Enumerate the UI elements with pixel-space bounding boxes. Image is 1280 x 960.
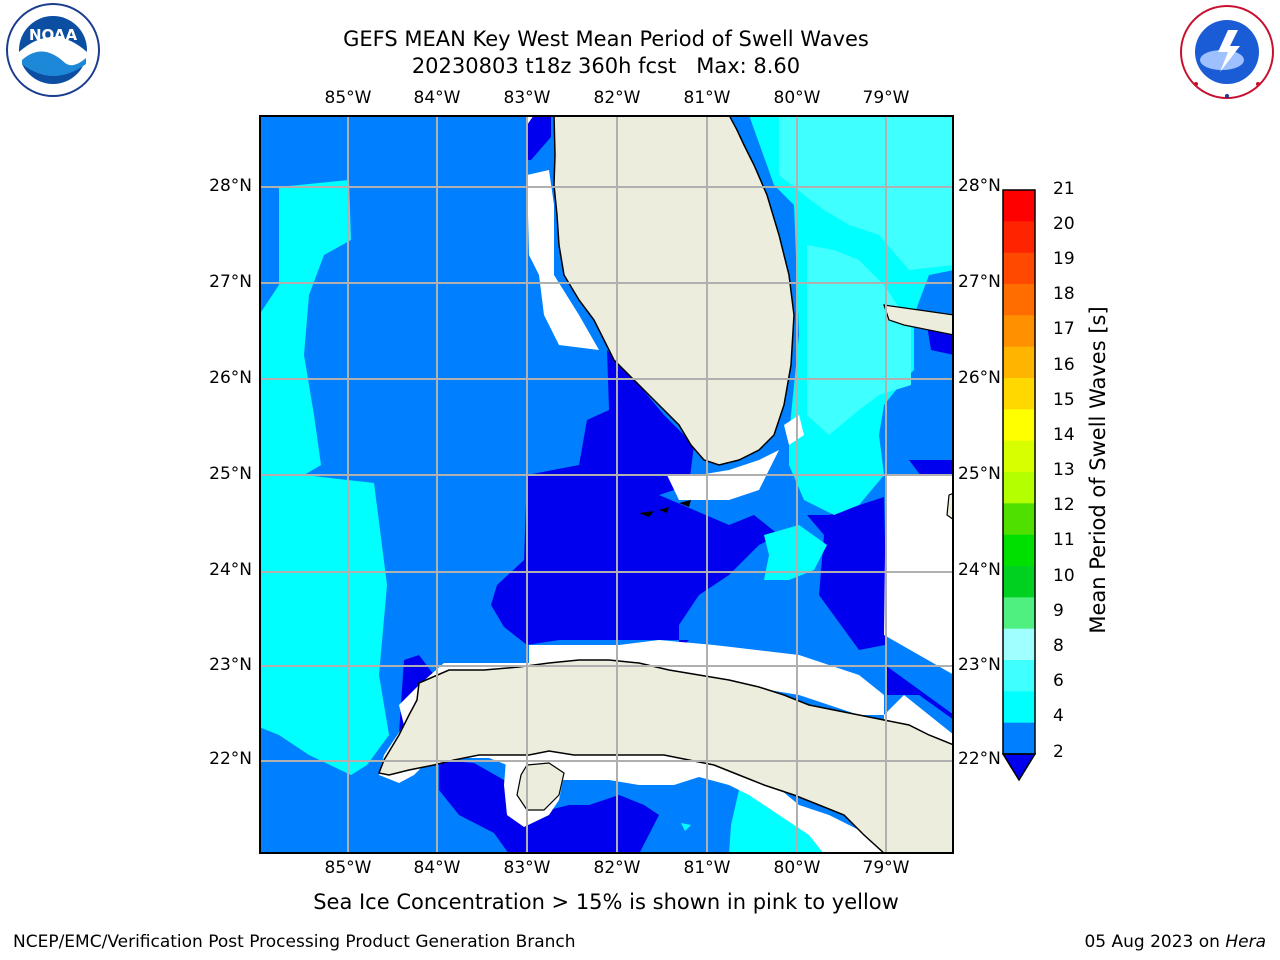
colorbar-tick: 4 bbox=[1053, 706, 1064, 726]
lon-label-bottom: 80°W bbox=[773, 858, 821, 878]
lon-label-top: 84°W bbox=[413, 88, 461, 108]
lon-label-top: 79°W bbox=[862, 88, 910, 108]
no-data-area bbox=[527, 115, 534, 125]
colorbar-segment bbox=[1003, 472, 1035, 504]
lat-label-left: 24°N bbox=[209, 560, 252, 580]
lon-label-bottom: 84°W bbox=[413, 858, 461, 878]
lat-label-left: 25°N bbox=[209, 464, 252, 484]
colorbar-tick: 11 bbox=[1053, 530, 1075, 550]
colorbar-segment bbox=[1003, 315, 1035, 348]
footer-date: 05 Aug 2023 on Hera bbox=[1084, 932, 1266, 952]
chart-title: GEFS MEAN Key West Mean Period of Swell … bbox=[343, 27, 869, 51]
colorbar-tick: 10 bbox=[1053, 566, 1075, 586]
period-band-below-2 bbox=[527, 115, 551, 160]
colorbar-segment bbox=[1003, 346, 1035, 379]
map-frame bbox=[259, 115, 954, 854]
colorbar-segment bbox=[1003, 660, 1035, 692]
noaa-logo-text: NOAA bbox=[29, 26, 78, 44]
nws-logo bbox=[1176, 4, 1278, 100]
colorbar-tick: 2 bbox=[1053, 742, 1064, 762]
lon-label-top: 80°W bbox=[773, 88, 821, 108]
lon-label-bottom: 79°W bbox=[862, 858, 910, 878]
colorbar-frame bbox=[1002, 189, 1036, 755]
lon-label-top: 83°W bbox=[503, 88, 551, 108]
colorbar-segment bbox=[1003, 221, 1035, 254]
lat-label-left: 23°N bbox=[209, 655, 252, 675]
colorbar bbox=[1001, 188, 1037, 782]
colorbar-tick: 16 bbox=[1053, 355, 1075, 375]
lat-label-right: 24°N bbox=[958, 560, 1001, 580]
footer-credit: NCEP/EMC/Verification Post Processing Pr… bbox=[13, 932, 576, 952]
lon-label-bottom: 83°W bbox=[503, 858, 551, 878]
colorbar-segment bbox=[1003, 691, 1035, 724]
colorbar-extend-arrow bbox=[1001, 753, 1037, 782]
lat-label-right: 22°N bbox=[958, 749, 1001, 769]
colorbar-tick: 6 bbox=[1053, 671, 1064, 691]
colorbar-segment bbox=[1003, 409, 1035, 442]
lon-label-top: 85°W bbox=[324, 88, 372, 108]
lon-label-top: 82°W bbox=[593, 88, 641, 108]
swell-period-map bbox=[259, 114, 955, 855]
colorbar-segment bbox=[1003, 252, 1035, 285]
lat-label-left: 22°N bbox=[209, 749, 252, 769]
colorbar-segment bbox=[1003, 597, 1035, 630]
colorbar-segment bbox=[1003, 566, 1035, 598]
cuba-land bbox=[377, 659, 955, 855]
footer-machine: Hera bbox=[1225, 932, 1266, 952]
colorbar-tick: 19 bbox=[1053, 249, 1075, 269]
lon-label-top: 81°W bbox=[683, 88, 731, 108]
colorbar-tick: 13 bbox=[1053, 460, 1075, 480]
period-band-4-6-west bbox=[259, 180, 389, 775]
lat-label-right: 26°N bbox=[958, 368, 1001, 388]
period-band-6-8 bbox=[779, 115, 954, 270]
chart-subtitle: 20230803 t18z 360h fcst Max: 8.60 bbox=[411, 54, 801, 78]
colorbar-tick: 9 bbox=[1053, 601, 1064, 621]
colorbar-tick: 8 bbox=[1053, 636, 1064, 656]
lat-label-left: 26°N bbox=[209, 368, 252, 388]
lat-label-right: 27°N bbox=[958, 272, 1001, 292]
lat-label-right: 28°N bbox=[958, 176, 1001, 196]
colorbar-tick: 20 bbox=[1053, 214, 1075, 234]
bahamas-land bbox=[883, 304, 955, 336]
lon-label-bottom: 81°W bbox=[683, 858, 731, 878]
map-grid bbox=[259, 115, 954, 854]
colorbar-segment bbox=[1003, 534, 1035, 567]
colorbar-title: Mean Period of Swell Waves [s] bbox=[1086, 306, 1110, 634]
lat-label-left: 27°N bbox=[209, 272, 252, 292]
lon-label-bottom: 85°W bbox=[324, 858, 372, 878]
noaa-logo: NOAA bbox=[2, 2, 104, 98]
colorbar-tick: 18 bbox=[1053, 284, 1075, 304]
colorbar-tick: 17 bbox=[1053, 319, 1075, 339]
colorbar-segment bbox=[1003, 284, 1035, 316]
colorbar-segment bbox=[1003, 190, 1035, 222]
colorbar-tick: 21 bbox=[1053, 179, 1075, 199]
colorbar-segment bbox=[1003, 722, 1035, 755]
colorbar-segment bbox=[1003, 628, 1035, 661]
lon-label-bottom: 82°W bbox=[593, 858, 641, 878]
colorbar-tick: 15 bbox=[1053, 390, 1075, 410]
colorbar-segment bbox=[1003, 378, 1035, 410]
isla-juventud-land bbox=[516, 762, 565, 811]
lat-label-left: 28°N bbox=[209, 176, 252, 196]
sea-ice-note: Sea Ice Concentration > 15% is shown in … bbox=[313, 890, 899, 914]
colorbar-tick: 12 bbox=[1053, 495, 1075, 515]
lat-label-right: 25°N bbox=[958, 464, 1001, 484]
lat-label-right: 23°N bbox=[958, 655, 1001, 675]
footer-date-text: 05 Aug 2023 on bbox=[1084, 932, 1220, 952]
colorbar-tick: 14 bbox=[1053, 425, 1075, 445]
florida-land bbox=[553, 114, 795, 466]
colorbar-segment bbox=[1003, 440, 1035, 473]
colorbar-segment bbox=[1003, 503, 1035, 536]
